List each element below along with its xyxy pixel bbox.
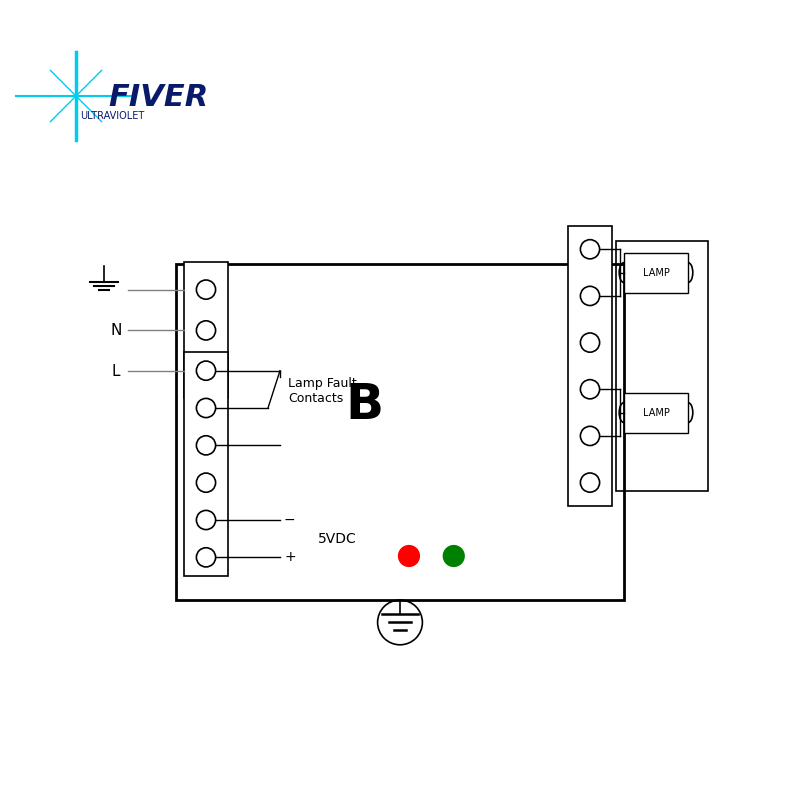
Text: ULTRAVIOLET: ULTRAVIOLET xyxy=(80,111,144,121)
Bar xyxy=(176,264,624,600)
Text: Lamp Fault
Contacts: Lamp Fault Contacts xyxy=(288,377,357,405)
Bar xyxy=(568,226,612,506)
Text: LAMP: LAMP xyxy=(642,267,670,278)
Bar xyxy=(616,242,708,490)
Text: −: − xyxy=(284,513,296,527)
Text: +: + xyxy=(284,550,296,564)
Text: LAMP: LAMP xyxy=(642,407,670,418)
Text: FIVER: FIVER xyxy=(108,83,208,112)
Text: N: N xyxy=(110,323,122,338)
Bar xyxy=(624,253,688,293)
Text: L: L xyxy=(112,364,120,378)
Circle shape xyxy=(443,546,464,566)
Text: B: B xyxy=(345,381,383,429)
Bar xyxy=(184,262,228,398)
Circle shape xyxy=(398,546,419,566)
Bar xyxy=(624,393,688,433)
Bar xyxy=(184,352,228,576)
Text: 5VDC: 5VDC xyxy=(318,532,357,546)
